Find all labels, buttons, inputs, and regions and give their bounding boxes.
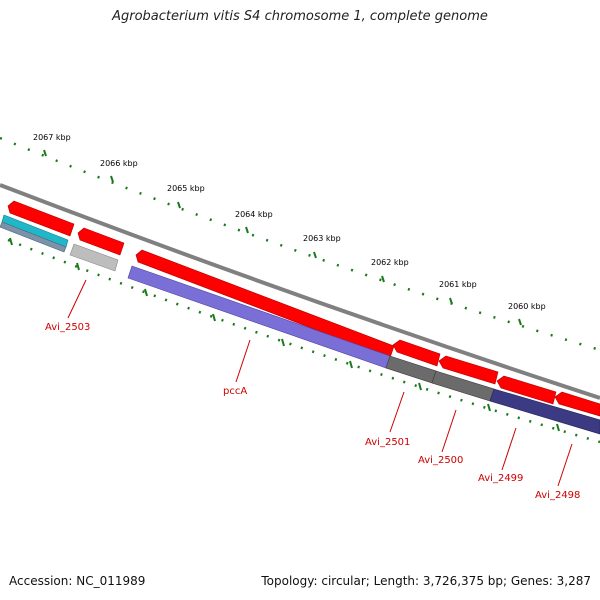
inner-major-tick — [281, 338, 285, 347]
cds-arrow[interactable] — [496, 375, 557, 405]
scale-label: 2067 kbp — [33, 133, 71, 142]
accession-text: Accession: NC_011989 — [9, 574, 146, 588]
gene-label-pcca[interactable]: pccA — [223, 386, 247, 397]
inner-major-tick — [556, 423, 560, 432]
gene-label-avi-2500[interactable]: Avi_2500 — [418, 455, 463, 466]
leader-line — [235, 339, 251, 383]
major-tick — [177, 201, 181, 209]
scale-label: 2066 kbp — [100, 159, 138, 168]
gene-label-avi-2503[interactable]: Avi_2503 — [45, 322, 90, 333]
major-tick — [110, 175, 114, 183]
cds-arrow[interactable] — [135, 249, 395, 359]
gene-bar-light-gray[interactable] — [69, 243, 119, 272]
outer-minor-ticks — [0, 136, 600, 352]
genome-summary-text: Topology: circular; Length: 3,726,375 bp… — [261, 574, 591, 588]
leader-line — [557, 443, 573, 487]
inner-major-tick — [212, 313, 216, 322]
gene-labels: Avi_2503 pccA Avi_2501 Avi_2500 Avi_2499… — [45, 322, 580, 501]
inner-major-tick — [418, 382, 422, 391]
cds-arrow[interactable] — [7, 200, 75, 237]
outer-tick-ring — [0, 136, 600, 352]
gene-label-avi-2498[interactable]: Avi_2498 — [535, 490, 580, 501]
inner-minor-ticks — [7, 238, 600, 444]
scale-label: 2060 kbp — [508, 302, 546, 311]
cds-arrow[interactable] — [554, 391, 600, 417]
leader-line — [67, 279, 87, 319]
leader-line — [389, 391, 405, 433]
scale-labels: 2067 kbp 2066 kbp 2065 kbp 2064 kbp 2063… — [33, 133, 546, 311]
inner-major-tick — [144, 288, 148, 297]
inner-tick-ring — [7, 237, 600, 444]
major-tick — [43, 149, 47, 157]
forward-cds-track — [7, 200, 600, 417]
major-tick — [381, 275, 385, 283]
cds-arrow[interactable] — [438, 355, 499, 385]
inner-major-tick — [487, 403, 491, 412]
scale-label: 2063 kbp — [303, 234, 341, 243]
major-tick — [313, 251, 317, 259]
inner-major-tick — [76, 262, 80, 271]
gene-label-avi-2501[interactable]: Avi_2501 — [365, 437, 410, 448]
gene-bar-steel[interactable] — [0, 221, 67, 253]
major-tick — [449, 297, 453, 305]
inner-major-tick — [9, 237, 13, 246]
cds-arrow[interactable] — [77, 227, 125, 256]
leader-line — [501, 427, 517, 471]
reverse-gene-track — [0, 214, 600, 435]
major-tick — [518, 318, 522, 326]
gene-bar-dark-purple[interactable] — [489, 388, 600, 435]
map-title: Agrobacterium vitis S4 chromosome 1, com… — [112, 9, 488, 24]
inner-major-tick — [349, 360, 353, 369]
scale-label: 2064 kbp — [235, 210, 273, 219]
cds-arrow[interactable] — [392, 339, 441, 367]
leader-line — [441, 409, 457, 453]
scale-label: 2062 kbp — [371, 258, 409, 267]
scale-label: 2061 kbp — [439, 280, 477, 289]
major-tick — [245, 226, 249, 234]
label-leaders — [67, 279, 573, 487]
gene-label-avi-2499[interactable]: Avi_2499 — [478, 473, 523, 484]
chromosome-backbone — [0, 183, 600, 400]
scale-label: 2065 kbp — [167, 184, 205, 193]
